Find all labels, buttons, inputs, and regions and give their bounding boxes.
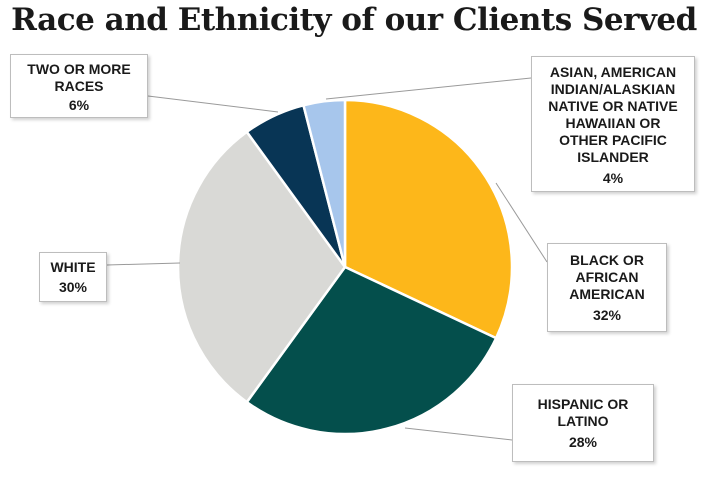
leader-line-asian-pacific-islander (325, 77, 532, 100)
slice-black-african-american (343, 98, 514, 340)
callout-label: WHITE (50, 259, 96, 275)
callout-hispanic-latino: HISPANIC OR LATINO 28% (512, 384, 654, 462)
slice-white (176, 130, 347, 404)
leader-line-white (106, 262, 181, 266)
chart-title: Race and Ethnicity of our Clients Served (11, 2, 697, 38)
callout-label: ASIAN, AMERICAN INDIAN/ALASKIAN NATIVE O… (548, 64, 678, 165)
leader-line-hispanic-latino (404, 427, 513, 441)
callout-two-or-more-races: TWO OR MORE RACES 6% (10, 54, 148, 118)
callout-percent: 6% (68, 97, 90, 113)
leader-line-black-african-american (495, 182, 548, 263)
callout-asian-pacific-islander: ASIAN, AMERICAN INDIAN/ALASKIAN NATIVE O… (531, 56, 695, 192)
callout-percent: 30% (58, 279, 88, 295)
callout-white: WHITE 30% (39, 252, 107, 302)
slice-hispanic-latino (245, 265, 498, 436)
callout-label: TWO OR MORE RACES (27, 61, 131, 94)
callout-label: HISPANIC OR LATINO (537, 396, 629, 429)
callout-label: BLACK OR AFRICAN AMERICAN (569, 252, 645, 302)
leader-line-two-or-more-races (147, 95, 279, 113)
callout-percent: 32% (592, 307, 622, 323)
callout-percent: 28% (568, 434, 598, 450)
callout-black-african-american: BLACK OR AFRICAN AMERICAN 32% (547, 243, 667, 332)
slice-asian-pacific-islander (302, 98, 347, 269)
callout-percent: 4% (602, 170, 624, 186)
